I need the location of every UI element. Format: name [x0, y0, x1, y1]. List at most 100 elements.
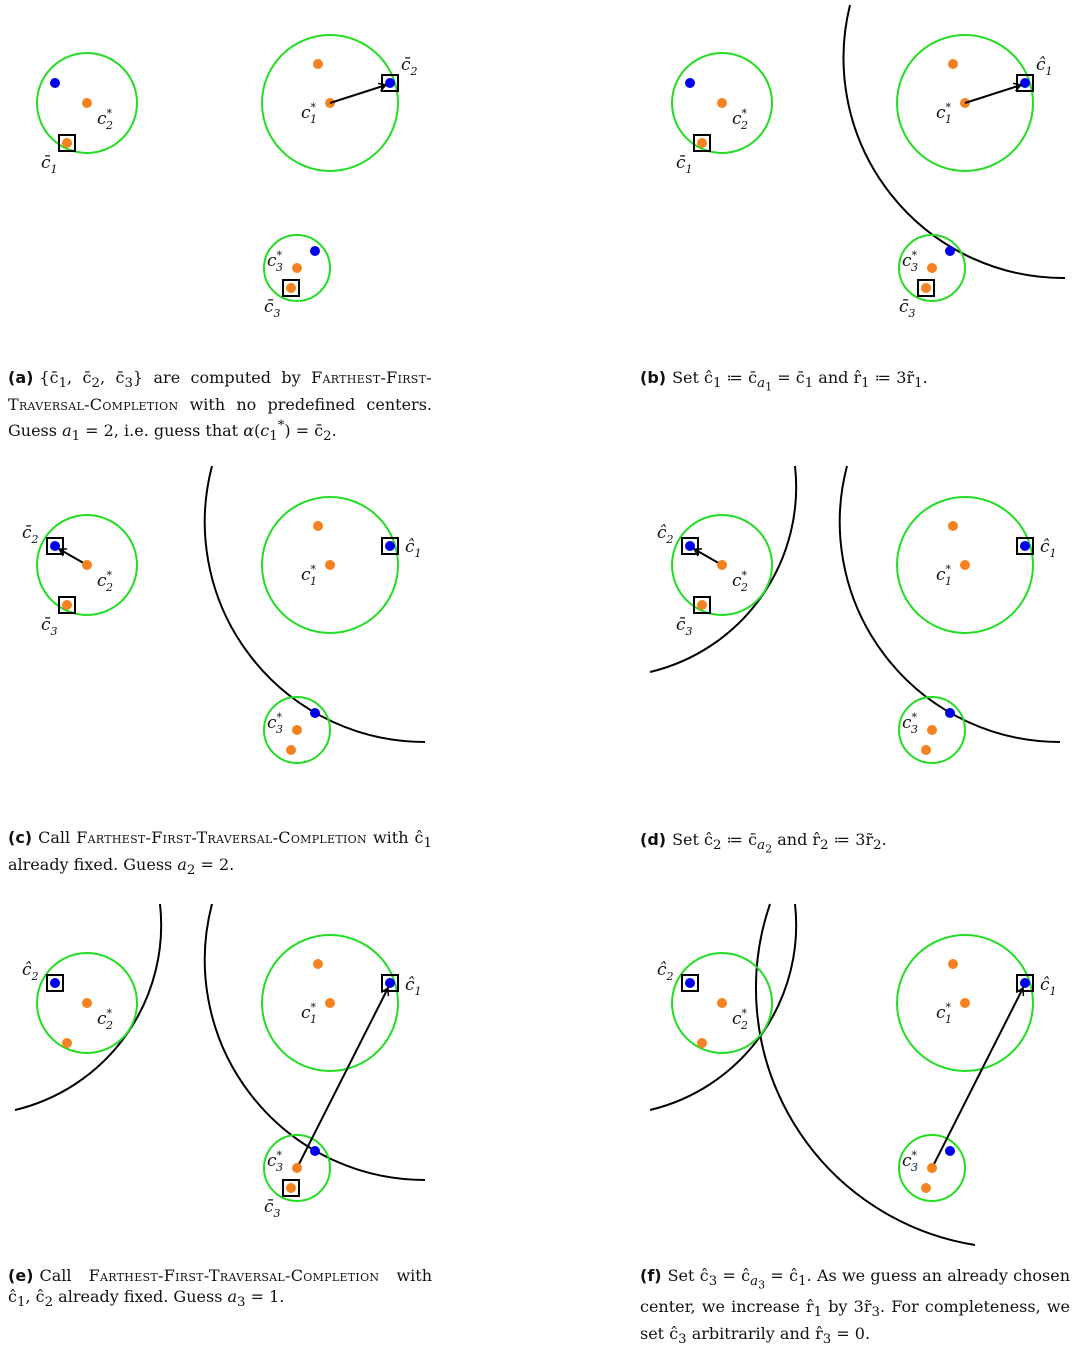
blue-point: [1020, 541, 1030, 551]
label-c2-star: c* 2: [97, 1007, 113, 1032]
center-c3-star: [292, 1163, 302, 1173]
caption-e: (e) Call Farthest-First-Traversal-Complet…: [8, 1265, 432, 1313]
diagram-b: c* 2 c̄1 c* 1 ĉ1 c* 3 c̄3: [671, 4, 1066, 320]
blue-point: [945, 708, 955, 718]
panel-d: ĉ2 c* 2 c̄3 c* 1 ĉ1 c* 3 (d) Set ĉ2 ≔ c̄a2 a…: [635, 462, 1075, 917]
caption-text: Set ĉ3 = ĉa3 = ĉ1. As we guess an alread…: [640, 1266, 1071, 1348]
arrow-c3-to-hat-c1: [931, 986, 1025, 1169]
label-bar-c1: c̄1: [676, 153, 693, 176]
label-bar-c3: c̄3: [899, 297, 916, 320]
center-c2-star: [717, 998, 727, 1008]
center-c1-star: [960, 998, 970, 1008]
cluster-circle-1: [896, 34, 1034, 172]
cluster-circle-2: [36, 52, 138, 154]
label-c1-star: c* 1: [936, 101, 952, 126]
label-bar-c2: c̄2: [22, 523, 39, 546]
label-c3-star: c* 3: [267, 249, 283, 274]
label-hat-c1: ĉ1: [1036, 55, 1053, 78]
panel-f: ĉ2 c* 2 c* 1 ĉ1 c* 3 (f) Set ĉ3 = ĉa3 = ĉ1. …: [635, 900, 1075, 1355]
blue-point: [50, 78, 60, 88]
bar-c3-square: [693, 596, 711, 614]
orange-point: [921, 1183, 931, 1193]
blue-point: [1020, 978, 1030, 988]
blue-point: [310, 246, 320, 256]
bar-c1-square: [693, 134, 711, 152]
cluster-circle-3: [898, 234, 966, 302]
diagram-d: ĉ2 c* 2 c̄3 c* 1 ĉ1 c* 3: [649, 465, 1061, 764]
cluster-circle-1: [261, 496, 399, 634]
center-c3-star: [292, 263, 302, 273]
label-c3-star: c* 3: [902, 1149, 918, 1174]
panel-c: c̄2 c* 2 c̄3 c* 1 ĉ1 c* 3 (c) Call Farthest-…: [0, 462, 440, 917]
blue-point: [310, 1146, 320, 1156]
orange-point: [921, 745, 931, 755]
cluster-circle-1: [896, 934, 1034, 1072]
label-hat-c1: ĉ1: [1040, 537, 1057, 560]
label-c1-star: c* 1: [301, 1001, 317, 1026]
center-c3-star: [927, 1163, 937, 1173]
orange-point: [62, 1038, 72, 1048]
radius-circle-r1: [203, 465, 426, 744]
label-c3-star: c* 3: [902, 249, 918, 274]
bar-c1-square: [58, 134, 76, 152]
cluster-circle-3: [898, 696, 966, 764]
blue-point: [1020, 78, 1030, 88]
blue-point: [685, 541, 695, 551]
center-c2-star: [82, 998, 92, 1008]
blue-point: [50, 541, 60, 551]
orange-point: [697, 1038, 707, 1048]
blue-point: [685, 978, 695, 988]
blue-point: [50, 978, 60, 988]
center-c3-star: [927, 725, 937, 735]
center-c3-star: [927, 263, 937, 273]
center-c1-star: [325, 998, 335, 1008]
center-c2-star: [717, 560, 727, 570]
orange-point: [948, 521, 958, 531]
label-hat-c1: ĉ1: [405, 537, 422, 560]
label-c2-star: c* 2: [732, 1007, 748, 1032]
blue-point: [945, 246, 955, 256]
orange-point: [921, 283, 931, 293]
cluster-circle-3: [898, 1134, 966, 1202]
caption-tag: (d): [640, 830, 667, 849]
hat-c2-square: [46, 974, 64, 992]
bar-c2-square: [46, 537, 64, 555]
caption-tag: (a): [8, 368, 34, 387]
label-c3-star: c* 3: [267, 711, 283, 736]
arrow-c3-to-hat-c1: [296, 986, 390, 1169]
blue-point: [685, 78, 695, 88]
label-hat-c1: ĉ1: [1040, 975, 1057, 998]
hat-c2-square: [681, 974, 699, 992]
hat-c2-square: [681, 537, 699, 555]
arrow-c1-to-c2: [329, 82, 388, 104]
orange-point: [286, 745, 296, 755]
cluster-circle-2: [671, 952, 773, 1054]
radius-circle-r1: [755, 903, 976, 1246]
radius-circle-r1: [838, 465, 1061, 744]
panel-b: c* 2 c̄1 c* 1 ĉ1 c* 3 c̄3 (b) Set ĉ1 ≔ c̄a1 …: [635, 0, 1075, 455]
center-c2-star: [717, 98, 727, 108]
cluster-circle-3: [263, 696, 331, 764]
blue-point: [945, 1146, 955, 1156]
cluster-circle-3: [263, 1134, 331, 1202]
blue-point: [385, 78, 395, 88]
label-hat-c2: ĉ2: [22, 960, 39, 983]
diagram-c: c̄2 c* 2 c̄3 c* 1 ĉ1 c* 3: [22, 465, 426, 764]
orange-point: [62, 600, 72, 610]
bar-c3-square: [282, 279, 300, 297]
label-bar-c3: c̄3: [264, 297, 281, 320]
label-c3-star: c* 3: [902, 711, 918, 736]
bar-c3-square: [58, 596, 76, 614]
label-bar-c3: c̄3: [41, 615, 58, 638]
orange-point: [948, 59, 958, 69]
label-c1-star: c* 1: [936, 563, 952, 588]
panel-e: ĉ2 c* 2 c* 1 ĉ1 c* 3 c̄3 (e) Call Farthest-F…: [0, 900, 440, 1355]
blue-point: [310, 708, 320, 718]
cluster-circle-2: [36, 952, 138, 1054]
label-hat-c1: ĉ1: [405, 975, 422, 998]
hat-c1-square: [381, 537, 399, 555]
hat-c1-square: [1016, 537, 1034, 555]
orange-point: [697, 138, 707, 148]
orange-point: [313, 959, 323, 969]
label-c2-star: c* 2: [97, 569, 113, 594]
